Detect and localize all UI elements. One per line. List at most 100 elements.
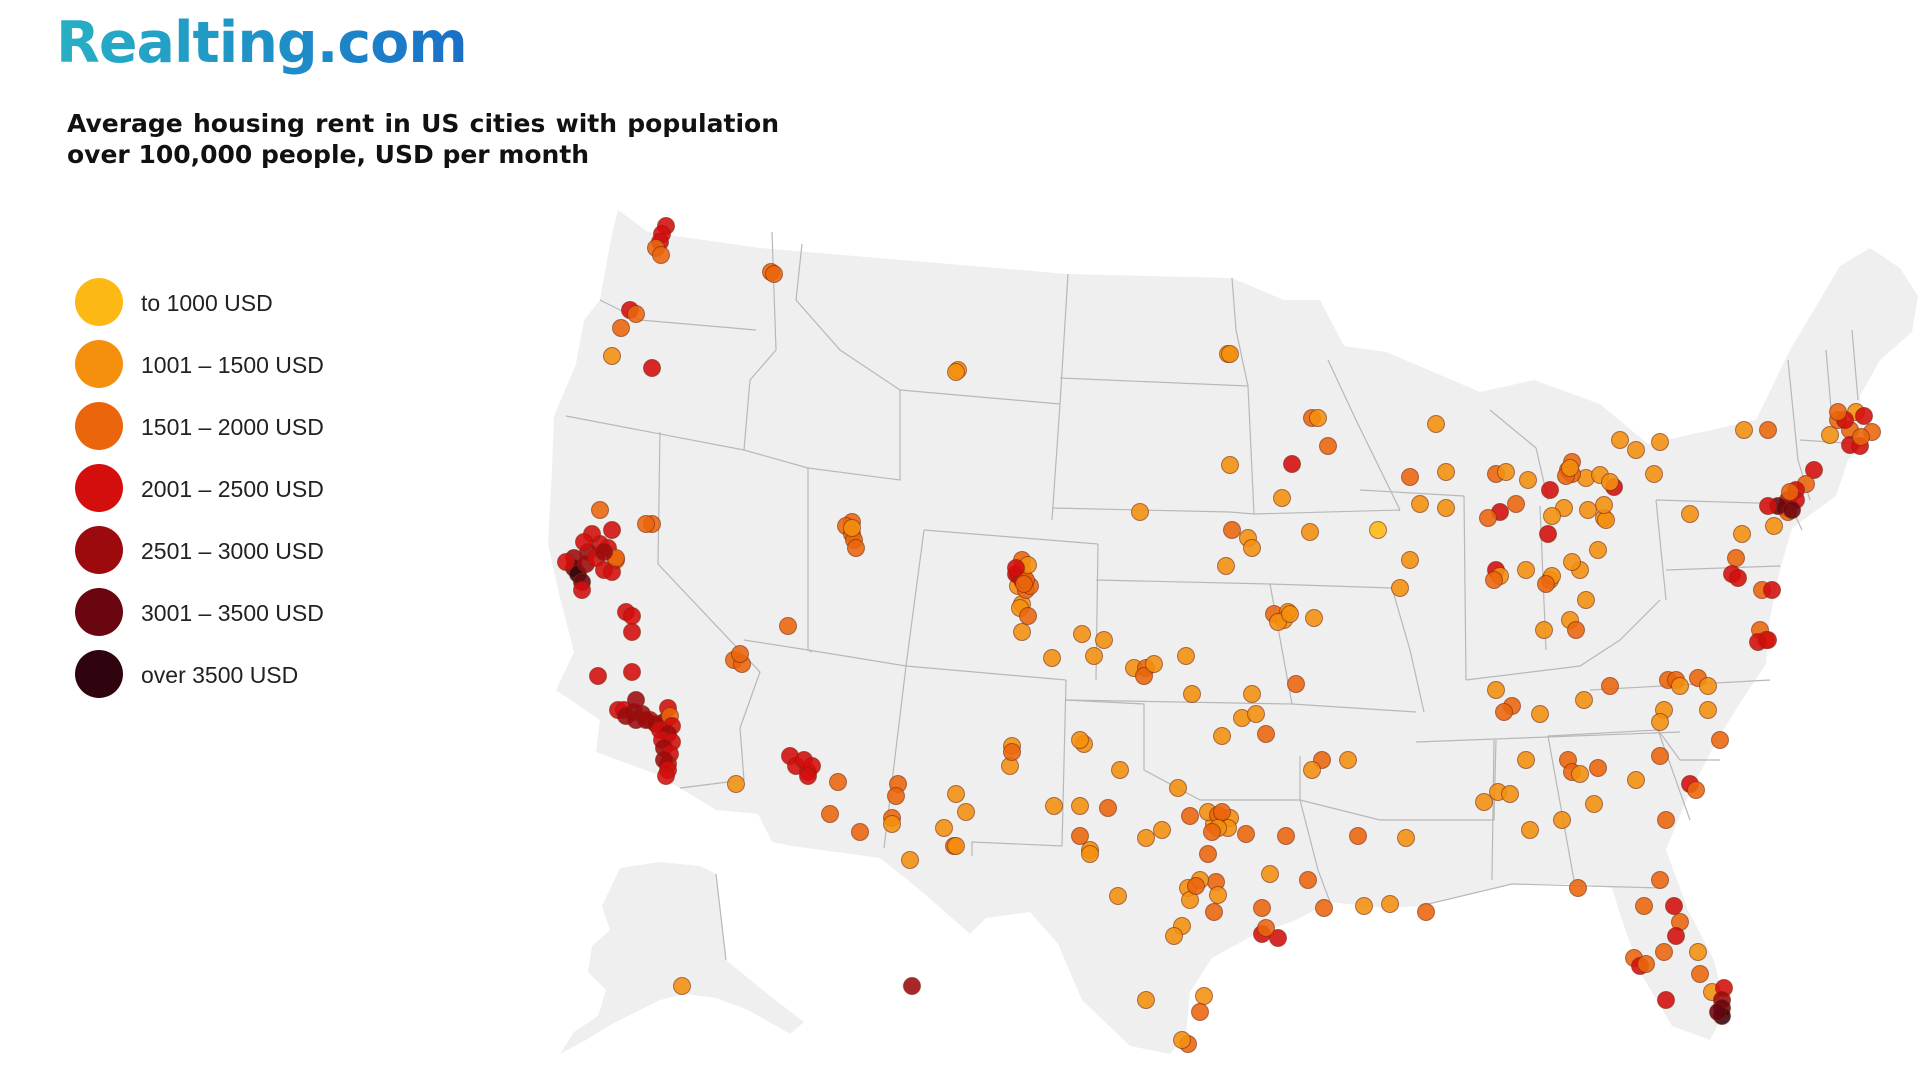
mo-il-border	[1391, 587, 1425, 713]
city-marker	[1671, 677, 1689, 695]
city-marker	[1299, 871, 1317, 889]
legend-label: 1001 – 1500 USD	[141, 352, 324, 378]
fl-panhandle	[1419, 883, 1513, 907]
co-nm-border	[905, 665, 1067, 681]
city-marker	[1651, 871, 1669, 889]
city-marker	[1191, 1003, 1209, 1021]
city-marker	[1627, 771, 1645, 789]
ga-fl-border	[1511, 883, 1663, 889]
contiguous-us-shape	[548, 210, 1918, 1054]
map-title: Average housing rent in US cities with p…	[67, 109, 779, 169]
city-marker	[1759, 421, 1777, 439]
city-marker	[1073, 625, 1091, 643]
city-marker	[1637, 955, 1655, 973]
wy-co-border	[923, 529, 1099, 545]
city-marker	[1209, 886, 1227, 904]
city-marker	[1681, 505, 1699, 523]
city-marker	[1217, 557, 1235, 575]
nh-me-border	[1851, 329, 1859, 401]
legend-label: 1501 – 2000 USD	[141, 414, 324, 440]
oh-pa-border	[1655, 499, 1667, 601]
city-marker	[575, 533, 593, 551]
city-marker	[1305, 609, 1323, 627]
city-marker	[1195, 987, 1213, 1005]
legend-label: over 3500 USD	[141, 662, 299, 688]
city-marker	[652, 246, 670, 264]
city-marker	[1657, 991, 1675, 1009]
city-marker	[1543, 507, 1561, 525]
city-marker	[1257, 725, 1275, 743]
city-marker	[1109, 887, 1127, 905]
legend-label: 2501 – 3000 USD	[141, 538, 324, 564]
city-marker	[1177, 647, 1195, 665]
city-marker	[1759, 497, 1777, 515]
city-marker	[829, 773, 847, 791]
city-marker	[1173, 1031, 1191, 1049]
legend-swatch	[75, 340, 123, 388]
id-mt-border	[795, 243, 901, 402]
tn-ms-al-border	[1380, 739, 1497, 821]
city-marker	[1071, 797, 1089, 815]
id-west-border	[743, 231, 777, 451]
alaska-shape	[560, 862, 804, 1054]
city-marker	[1665, 897, 1683, 915]
city-marker	[1597, 511, 1615, 529]
city-marker	[727, 775, 745, 793]
legend-swatch	[75, 278, 123, 326]
city-marker	[1165, 927, 1183, 945]
legend-item-to-1000: to 1000 USD	[75, 278, 395, 326]
city-marker	[1019, 607, 1037, 625]
city-marker	[1281, 605, 1299, 623]
city-marker	[1651, 713, 1669, 731]
city-marker	[1135, 667, 1153, 685]
city-marker	[887, 787, 905, 805]
city-marker	[1381, 895, 1399, 913]
city-marker	[1301, 523, 1319, 541]
city-marker	[1657, 811, 1675, 829]
city-marker	[935, 819, 953, 837]
city-marker	[1571, 765, 1589, 783]
city-marker	[1699, 701, 1717, 719]
city-marker	[1805, 461, 1823, 479]
city-marker	[637, 515, 655, 533]
city-marker	[1601, 677, 1619, 695]
city-marker	[1349, 827, 1367, 845]
city-marker	[1401, 468, 1419, 486]
city-marker	[623, 607, 641, 625]
legend-swatch	[75, 402, 123, 450]
city-marker	[1783, 501, 1801, 519]
legend-swatch	[75, 650, 123, 698]
city-marker	[1479, 509, 1497, 527]
city-marker	[1495, 703, 1513, 721]
city-marker	[1475, 793, 1493, 811]
city-marker	[1071, 827, 1089, 845]
city-marker	[627, 305, 645, 323]
city-marker	[1763, 581, 1781, 599]
wy-south-dakota-border	[1051, 403, 1061, 521]
city-marker	[1369, 521, 1387, 539]
city-marker	[1655, 943, 1673, 961]
city-marker	[1699, 677, 1717, 695]
city-marker	[1213, 727, 1231, 745]
ne-ks-border	[1095, 579, 1271, 585]
us-landmass	[548, 210, 1918, 1054]
city-marker	[1095, 631, 1113, 649]
city-marker	[1507, 495, 1525, 513]
mt-wy-border	[899, 389, 1061, 405]
tn-nc-ga-border	[1547, 729, 1720, 761]
city-marker	[1145, 655, 1163, 673]
city-marker	[1585, 795, 1603, 813]
city-marker	[1015, 575, 1033, 593]
city-marker	[1003, 743, 1021, 761]
city-marker	[627, 691, 645, 709]
tx-la-border	[1299, 799, 1331, 903]
city-marker	[1517, 561, 1535, 579]
city-marker	[1237, 825, 1255, 843]
city-marker	[1733, 525, 1751, 543]
city-marker	[1765, 517, 1783, 535]
mn-wi-border	[1327, 359, 1401, 511]
city-marker	[1411, 495, 1429, 513]
realting-logo: Realting.com	[56, 10, 468, 76]
city-marker	[1257, 919, 1275, 937]
